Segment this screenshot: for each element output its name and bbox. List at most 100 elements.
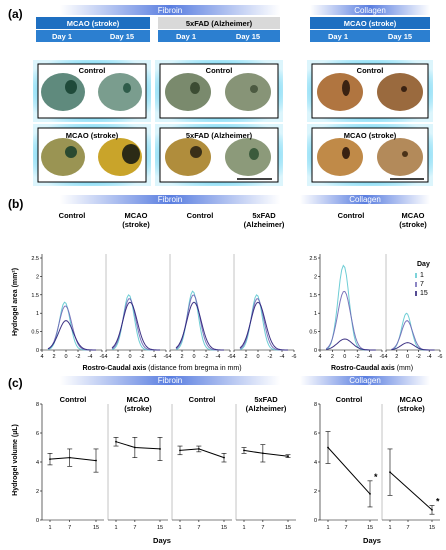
fibroin-band-b — [60, 195, 280, 204]
x-tick-label: -4 — [367, 354, 372, 360]
day-7-curve — [175, 294, 224, 351]
volume-subplot-0: 0 2 4 6 8 1 7 15 Control — [36, 395, 104, 531]
y-tick-label: 2 — [36, 274, 39, 280]
x-tick-label: 1 — [48, 525, 51, 531]
x-tick-label: -4 — [216, 354, 221, 360]
subplot-title: Control — [338, 211, 365, 220]
x-tick-label: 0 — [192, 354, 195, 360]
x-tick-label: -2 — [416, 354, 421, 360]
y-tick-label: 2.5 — [31, 256, 39, 262]
subplot-title: Control — [189, 395, 216, 404]
y-tick-label: 6 — [314, 431, 317, 437]
x-tick-label: -6 — [438, 354, 443, 360]
data-point — [261, 452, 264, 455]
day-15-curve — [111, 301, 160, 351]
area-subplot-2: 4 2 0 -2 -4 -6 Control — [168, 211, 232, 360]
subplot-title: (stroke) — [399, 220, 427, 229]
subplot-title: Control — [187, 211, 214, 220]
x-tick-label: -4 — [88, 354, 93, 360]
volume-subplot-3: 1 7 15 5xFAD(Alzheimer) — [235, 395, 296, 531]
header-mcao-fibroin: MCAO (stroke) Day 1 Day 15 — [36, 17, 150, 42]
data-point — [95, 459, 97, 462]
data-point — [133, 446, 136, 449]
y-tick-label: 0.5 — [309, 330, 317, 336]
y-tick-label: 1.5 — [31, 293, 39, 299]
collagen-band-c — [300, 376, 430, 385]
x-tick-label: 2 — [331, 354, 334, 360]
x-tick-label: 7 — [68, 525, 71, 531]
subplot-title: MCAO — [400, 395, 423, 404]
x-tick-label: 1 — [388, 525, 391, 531]
x-tick-label: 0 — [343, 354, 346, 360]
data-point — [389, 471, 391, 474]
svg-text:Day: Day — [417, 261, 430, 268]
svg-text:Day 15: Day 15 — [236, 32, 260, 41]
y-tick-label: 2 — [314, 489, 317, 495]
data-point — [68, 456, 71, 459]
svg-text:Control: Control — [79, 66, 106, 75]
header-5xfad-fibroin: 5xFAD (Alzheimer) Day 1 Day 15 — [158, 17, 280, 42]
fibroin-brain-images: Control Control MCAO (stroke) 5xFAD (Alz… — [33, 60, 283, 186]
x-tick-label: 15 — [285, 525, 291, 531]
x-tick-label: 4 — [232, 354, 235, 360]
volume-subplot-2: 1 7 15 Control — [171, 395, 232, 531]
c-collagen-xlabel: Days — [363, 536, 381, 545]
subplot-title: MCAO — [127, 395, 150, 404]
x-tick-label: 0 — [64, 354, 67, 360]
b-collagen-xlabel: Rostro-Caudal axis (mm) — [331, 365, 413, 372]
x-tick-label: 7 — [133, 525, 136, 531]
y-tick-label: 4 — [314, 460, 317, 466]
day-1-curve — [325, 264, 376, 351]
svg-text:5xFAD (Alzheimer): 5xFAD (Alzheimer) — [186, 131, 253, 140]
day-15-curve — [391, 342, 435, 351]
collagen-title-a: Collagen — [354, 6, 386, 15]
x-tick-label: -6 — [100, 354, 105, 360]
legend-label: 15 — [420, 290, 428, 297]
area-subplots: 0 0.5 1 1.5 2 2.5 4 2 0 -2 -4 -6 Control 4 2 0 -2 -4 -6 MCA… — [31, 211, 442, 360]
data-point — [159, 448, 161, 450]
y-tick-label: 2 — [36, 489, 39, 495]
volume-line — [49, 457, 97, 462]
volume-subplot-5: 1 7 15 MCAO(stroke) * — [381, 395, 440, 531]
b-fibroin-xlabel: Rostro-Caudal axis (distance from bregma… — [82, 365, 241, 372]
x-tick-label: -6 — [292, 354, 297, 360]
x-tick-label: -2 — [268, 354, 273, 360]
x-tick-label: 4 — [384, 354, 387, 360]
subplot-title: MCAO — [402, 211, 425, 220]
subplot-title: Control — [60, 395, 87, 404]
subplot-title: (stroke) — [397, 404, 425, 413]
y-tick-label: 8 — [314, 402, 317, 408]
x-tick-label: -4 — [152, 354, 157, 360]
data-point — [243, 449, 245, 452]
day-15-curve — [239, 301, 288, 351]
volume-line — [389, 471, 433, 511]
x-tick-label: 2 — [116, 354, 119, 360]
x-tick-label: 2 — [395, 354, 398, 360]
fibroin-title-c: Fibroin — [158, 376, 182, 385]
significance-marker: * — [436, 497, 440, 507]
subplot-title: 5xFAD — [252, 211, 276, 220]
panel-label-b: (b) — [8, 197, 23, 211]
day-15-curve — [47, 320, 96, 351]
collagen-band-b — [300, 195, 430, 204]
x-tick-label: 15 — [157, 525, 163, 531]
x-tick-label: 1 — [114, 525, 117, 531]
x-tick-label: 0 — [406, 354, 409, 360]
y-tick-label: 2 — [314, 274, 317, 280]
x-tick-label: 2 — [52, 354, 55, 360]
y-tick-label: 1.5 — [309, 293, 317, 299]
area-subplot-0: 0 0.5 1 1.5 2 2.5 4 2 0 -2 -4 -6 Control — [31, 211, 104, 360]
data-point — [327, 446, 329, 449]
volume-line — [179, 448, 225, 459]
y-tick-label: 2.5 — [309, 256, 317, 262]
x-tick-label: 7 — [344, 525, 347, 531]
x-tick-label: -6 — [380, 354, 385, 360]
x-tick-label: 1 — [242, 525, 245, 531]
volume-line — [327, 447, 371, 495]
x-tick-label: 1 — [178, 525, 181, 531]
data-point — [431, 508, 433, 511]
x-tick-label: 15 — [429, 525, 435, 531]
subplot-title: (stroke) — [122, 220, 150, 229]
x-tick-label: 1 — [326, 525, 329, 531]
